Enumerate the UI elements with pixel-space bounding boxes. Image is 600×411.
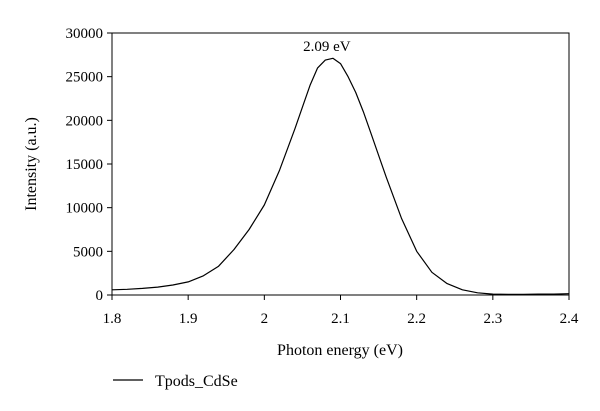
x-tick-label: 2.4 xyxy=(560,311,579,327)
y-tick-label: 25000 xyxy=(66,70,104,86)
x-tick-label: 2 xyxy=(261,311,269,327)
x-tick-label: 1.8 xyxy=(103,311,122,327)
x-tick-label: 2.2 xyxy=(407,311,426,327)
y-tick-label: 30000 xyxy=(66,26,104,42)
peak-annotation: 2.09 eV xyxy=(303,39,351,55)
y-tick-label: 20000 xyxy=(66,113,104,129)
x-tick-label: 1.9 xyxy=(179,311,198,327)
x-tick-label: 2.3 xyxy=(483,311,502,327)
x-tick-label: 2.1 xyxy=(331,311,350,327)
y-tick-label: 0 xyxy=(96,288,104,304)
y-axis: 0 5000 10000 15000 20000 25000 30000 xyxy=(66,26,112,304)
series-line-tpods-cdse xyxy=(111,57,570,295)
x-axis: 1.8 1.9 2 2.1 2.2 2.3 2.4 xyxy=(103,295,579,327)
y-tick-label: 5000 xyxy=(73,244,103,260)
legend: Tpods_CdSe xyxy=(113,373,238,390)
legend-label: Tpods_CdSe xyxy=(155,373,238,390)
y-tick-label: 15000 xyxy=(66,157,104,173)
y-tick-label: 10000 xyxy=(66,201,104,217)
plot-area-frame xyxy=(111,32,570,296)
y-axis-label: Intensity (a.u.) xyxy=(23,117,40,211)
x-axis-label: Photon energy (eV) xyxy=(277,342,403,359)
